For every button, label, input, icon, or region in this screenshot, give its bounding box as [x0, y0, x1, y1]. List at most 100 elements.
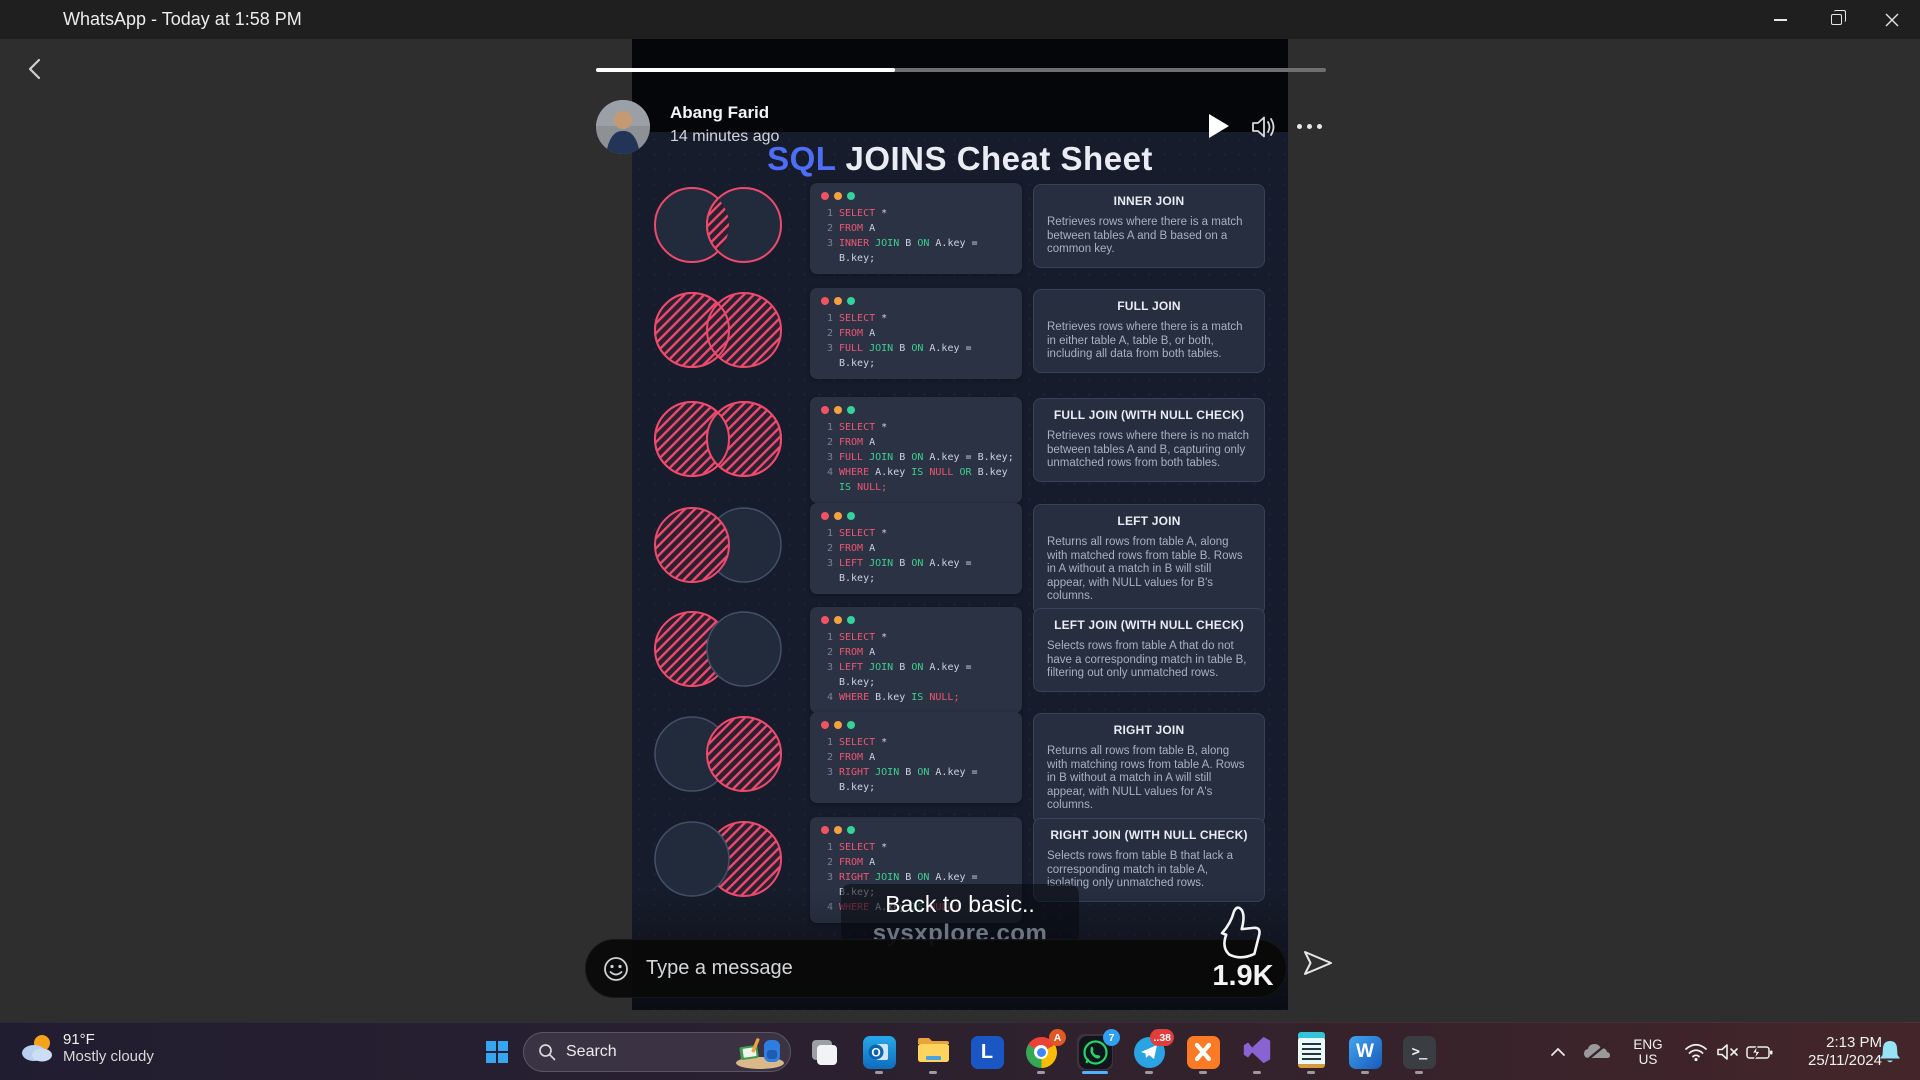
tray-notification-bell[interactable] [1878, 1023, 1902, 1080]
search-label: Search [566, 1043, 617, 1060]
tray-volume-muted[interactable] [1716, 1023, 1740, 1080]
join-title: FULL JOIN (WITH NULL CHECK) [1053, 408, 1245, 422]
back-button[interactable] [22, 55, 50, 88]
bell-icon [1880, 1040, 1900, 1062]
send-button[interactable] [1300, 945, 1336, 986]
notepad-icon [1297, 1031, 1325, 1068]
tray-wifi[interactable] [1684, 1023, 1708, 1080]
window-dots-icon [821, 192, 1016, 200]
windows-logo-icon [486, 1041, 508, 1063]
start-button[interactable] [479, 1034, 515, 1070]
code-card: 1 SELECT * 2 FROM A 3 LEFT JOIN B ON A.key = B… [810, 503, 1022, 594]
venn-diagram [644, 284, 792, 381]
venn-diagram [644, 393, 792, 490]
code-card: 1 SELECT * 2 FROM A 3 FULL JOIN B ON A.key = B… [810, 288, 1022, 379]
taskbar-item-l-app[interactable]: L [969, 1034, 1005, 1070]
description-card: RIGHT JOIN (WITH NULL CHECK) Selects rows… [1033, 818, 1265, 902]
description-card: FULL JOIN (WITH NULL CHECK) Retrieves row… [1033, 398, 1265, 482]
telegram-badge: ..38 [1150, 1029, 1174, 1046]
tray-clock[interactable]: 2:13 PM 25/11/2024 [1782, 1023, 1882, 1080]
venn-diagram [644, 499, 792, 596]
volume-icon[interactable] [1248, 112, 1278, 147]
join-title: INNER JOIN [1113, 194, 1185, 208]
venn-diagram [644, 603, 792, 700]
join-title: LEFT JOIN (WITH NULL CHECK) [1054, 618, 1244, 632]
send-icon [1304, 951, 1332, 975]
thumbs-up-icon [1220, 906, 1261, 959]
status-progress-fill [596, 68, 896, 72]
window-titlebar: WhatsApp - Today at 1:58 PM [0, 0, 1920, 39]
more-options-icon[interactable] [1297, 124, 1322, 129]
outlook-icon: O [862, 1035, 896, 1069]
taskbar-item-telegram[interactable]: ..38 [1131, 1029, 1174, 1074]
description-card: FULL JOIN Retrieves rows where there is a… [1033, 289, 1265, 373]
emoji-icon[interactable] [602, 955, 630, 988]
weather-temp: 91°F [63, 1031, 95, 1048]
xampp-icon [1186, 1035, 1220, 1069]
taskbar-item-visual-studio[interactable] [1239, 1034, 1275, 1074]
taskbar-item-terminal[interactable]: >_ [1401, 1034, 1437, 1074]
chrome-badge: A [1049, 1029, 1066, 1046]
caption-backdrop: Back to basic.. [841, 884, 1079, 944]
search-highlight-icon [736, 1038, 784, 1069]
window-title: WhatsApp - Today at 1:58 PM [63, 9, 302, 29]
description-card: LEFT JOIN (WITH NULL CHECK) Selects rows … [1033, 608, 1265, 692]
back-arrow-icon [28, 58, 41, 80]
taskbar-item-notepad[interactable] [1293, 1031, 1329, 1074]
description-card: LEFT JOIN Returns all rows from table A, … [1033, 504, 1265, 615]
close-button[interactable] [1864, 0, 1920, 39]
tray-battery[interactable] [1746, 1023, 1773, 1080]
taskbar-item-word[interactable]: W [1347, 1034, 1383, 1074]
cheatsheet-title-accent: SQL [767, 140, 836, 177]
status-progress-bar [596, 68, 1326, 72]
wifi-icon [1685, 1043, 1707, 1061]
tray-onedrive[interactable] [1582, 1023, 1612, 1080]
join-description: Retrieves rows where there is no match b… [1047, 430, 1249, 470]
taskbar-item-chrome[interactable]: A [1023, 1029, 1066, 1074]
tray-chevron-up[interactable] [1550, 1023, 1566, 1080]
battery-charging-icon [1746, 1045, 1773, 1059]
taskbar-item-task-view[interactable] [806, 1034, 842, 1070]
tray-date: 25/11/2024 [1808, 1052, 1882, 1069]
terminal-icon: >_ [1402, 1035, 1436, 1069]
taskbar-item-xampp[interactable] [1185, 1034, 1221, 1074]
svg-text:O: O [871, 1046, 880, 1060]
window-dots-icon [821, 297, 1016, 305]
taskbar-item-whatsapp[interactable]: 7 [1077, 1029, 1120, 1074]
taskbar-item-file-explorer[interactable] [915, 1034, 951, 1074]
code-card: 1 SELECT * 2 FROM A 3 LEFT JOIN B ON A.key = B… [810, 607, 1022, 713]
like-count: 1.9K [1212, 960, 1274, 992]
whatsapp-icon [1078, 1035, 1112, 1069]
like-sticker: 1.9K [1212, 903, 1274, 993]
taskbar-search[interactable]: Search [523, 1032, 791, 1072]
description-card: RIGHT JOIN Returns all rows from table B,… [1033, 713, 1265, 824]
message-input[interactable] [646, 940, 1126, 997]
taskbar-item-outlook[interactable]: O [861, 1034, 897, 1074]
message-input-bar [585, 939, 1287, 998]
join-title: RIGHT JOIN (WITH NULL CHECK) [1050, 828, 1248, 842]
task-view-icon [806, 1034, 842, 1070]
status-timestamp: 14 minutes ago [670, 128, 780, 145]
weather-condition: Mostly cloudy [63, 1048, 154, 1065]
minimize-button[interactable] [1752, 0, 1808, 39]
tray-language[interactable]: ENG US [1630, 1023, 1666, 1080]
weather-icon [22, 1035, 52, 1062]
venn-diagram [644, 179, 792, 276]
avatar[interactable] [596, 100, 650, 154]
join-title: RIGHT JOIN [1113, 723, 1185, 737]
tray-time: 2:13 PM [1826, 1034, 1882, 1051]
join-description: Retrieves rows where there is a match in… [1047, 321, 1243, 361]
join-description: Selects rows from table A that do not ha… [1047, 640, 1247, 680]
word-icon: W [1348, 1035, 1382, 1069]
taskbar-weather-widget[interactable]: 91°F Mostly cloudy [20, 1031, 154, 1065]
window-dots-icon [821, 826, 1016, 834]
maximize-button[interactable] [1808, 0, 1864, 39]
code-card: 1 SELECT * 2 FROM A 3 FULL JOIN B ON A.key = … [810, 397, 1022, 503]
l-app-icon: L [970, 1035, 1004, 1069]
description-card: INNER JOIN Retrieves rows where there is … [1033, 184, 1265, 268]
play-icon[interactable] [1209, 114, 1229, 138]
language-line2: US [1638, 1052, 1658, 1067]
file-explorer-icon [917, 1036, 950, 1069]
